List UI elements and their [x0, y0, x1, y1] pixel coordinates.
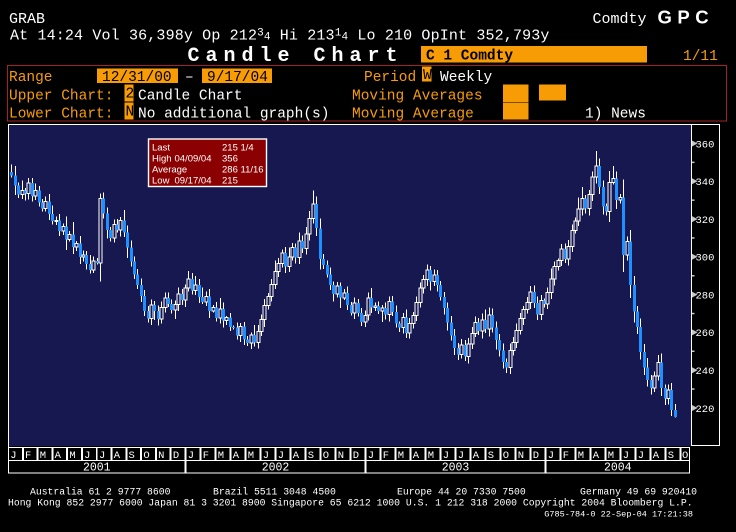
svg-text:Range: Range: [9, 70, 53, 86]
svg-text:J: J: [443, 450, 449, 462]
svg-text:J: J: [10, 450, 16, 462]
svg-text:12/31/00: 12/31/00: [102, 70, 172, 86]
svg-text:M: M: [428, 450, 434, 462]
svg-text:GRAB: GRAB: [9, 11, 45, 28]
svg-text:F: F: [203, 450, 209, 462]
svg-text:Comdty: Comdty: [593, 11, 647, 28]
svg-text:D: D: [173, 450, 179, 462]
svg-text:220: 220: [696, 404, 715, 416]
svg-text:S: S: [668, 450, 674, 462]
svg-text:N: N: [338, 450, 344, 462]
svg-text:S: S: [129, 450, 135, 462]
svg-text:J: J: [548, 450, 554, 462]
svg-text:280: 280: [696, 290, 715, 302]
svg-text:360: 360: [696, 139, 715, 151]
svg-text:Australia 61 2 9777 8600: Australia 61 2 9777 8600: [30, 487, 171, 498]
svg-text:A: A: [114, 450, 121, 462]
svg-text:2: 2: [126, 87, 135, 103]
svg-text:O: O: [143, 450, 149, 462]
svg-text:286 11/16: 286 11/16: [222, 165, 264, 176]
svg-text:C 1 Comdty: C 1 Comdty: [426, 49, 513, 65]
svg-text:M: M: [40, 450, 46, 462]
svg-text:O: O: [682, 450, 688, 462]
svg-text:340: 340: [696, 177, 715, 189]
svg-text:–: –: [185, 70, 194, 86]
svg-text:O: O: [503, 450, 509, 462]
svg-text:A: A: [55, 450, 62, 462]
svg-text:A: A: [653, 450, 660, 462]
svg-text:2002: 2002: [262, 462, 290, 475]
svg-text:No additional graph(s): No additional graph(s): [138, 107, 329, 123]
svg-text:M: M: [608, 450, 614, 462]
svg-text:J: J: [638, 450, 644, 462]
svg-text:M: M: [248, 450, 254, 462]
svg-text:09/17/04: 09/17/04: [175, 176, 212, 187]
svg-text:Weekly: Weekly: [440, 70, 493, 86]
svg-text:M: M: [218, 450, 224, 462]
svg-text:320: 320: [696, 215, 715, 227]
svg-text:240: 240: [696, 366, 715, 378]
svg-text:Germany 49 69 920410: Germany 49 69 920410: [580, 487, 697, 498]
svg-text:Candle Chart: Candle Chart: [188, 45, 404, 68]
svg-text:Brazil 5511 3048 4500: Brazil 5511 3048 4500: [213, 487, 336, 498]
svg-text:Upper Chart:: Upper Chart:: [9, 89, 113, 105]
svg-text:1/11: 1/11: [683, 49, 718, 65]
svg-text:A: A: [413, 450, 420, 462]
svg-text:J: J: [263, 450, 269, 462]
svg-text:Lower Chart:: Lower Chart:: [9, 107, 113, 123]
svg-text:J: J: [623, 450, 629, 462]
svg-text:Last: Last: [152, 143, 170, 154]
svg-text:S: S: [488, 450, 494, 462]
svg-text:J: J: [458, 450, 464, 462]
svg-text:A: A: [293, 450, 300, 462]
svg-text:F: F: [25, 450, 31, 462]
svg-text:At 14:24 Vol 36,398y Op 21234: At 14:24 Vol 36,398y Op 21234 Hi 21314 L…: [10, 28, 550, 45]
svg-text:1) News: 1) News: [585, 107, 646, 123]
svg-text:A: A: [473, 450, 480, 462]
svg-text:J: J: [99, 450, 105, 462]
svg-text:Europe 44 20 7330 7500: Europe 44 20 7330 7500: [397, 487, 526, 498]
svg-text:O: O: [323, 450, 329, 462]
svg-text:300: 300: [696, 253, 715, 265]
svg-text:N: N: [518, 450, 524, 462]
svg-text:J: J: [84, 450, 90, 462]
svg-text:Candle Chart: Candle Chart: [138, 89, 242, 105]
svg-text:J: J: [188, 450, 194, 462]
svg-text:Average: Average: [152, 165, 187, 176]
svg-text:S: S: [308, 450, 314, 462]
svg-text:J: J: [368, 450, 374, 462]
svg-text:N: N: [158, 450, 164, 462]
svg-text:J: J: [278, 450, 284, 462]
svg-text:N: N: [126, 105, 135, 121]
svg-text:Hong Kong 852 2977 6000 Japan: Hong Kong 852 2977 6000 Japan 81 3 3201 …: [8, 498, 693, 509]
svg-text:M: M: [398, 450, 404, 462]
svg-text:Period: Period: [364, 70, 416, 86]
svg-text:260: 260: [696, 328, 715, 340]
svg-text:High: High: [152, 154, 172, 165]
svg-text:9/17/04: 9/17/04: [207, 70, 268, 86]
svg-text:F: F: [383, 450, 389, 462]
svg-text:GPC: GPC: [658, 7, 715, 28]
svg-text:F: F: [563, 450, 569, 462]
svg-text:Low: Low: [152, 176, 170, 187]
svg-text:M: M: [578, 450, 584, 462]
svg-text:04/09/04: 04/09/04: [175, 154, 212, 165]
svg-text:Moving Average: Moving Average: [352, 107, 474, 123]
svg-text:D: D: [353, 450, 359, 462]
svg-text:W: W: [423, 68, 432, 84]
svg-text:M: M: [69, 450, 75, 462]
svg-text:215 1/4: 215 1/4: [222, 143, 254, 154]
svg-text:G785-784-0 22-Sep-04 17:21:38: G785-784-0 22-Sep-04 17:21:38: [544, 510, 693, 520]
svg-text:2004: 2004: [604, 462, 632, 475]
svg-text:215: 215: [222, 176, 238, 187]
svg-text:A: A: [233, 450, 240, 462]
svg-text:D: D: [533, 450, 539, 462]
svg-text:356: 356: [222, 154, 238, 165]
svg-text:A: A: [593, 450, 600, 462]
svg-text:Moving Averages: Moving Averages: [352, 89, 483, 105]
svg-text:2001: 2001: [83, 462, 111, 475]
svg-text:2003: 2003: [442, 462, 470, 475]
